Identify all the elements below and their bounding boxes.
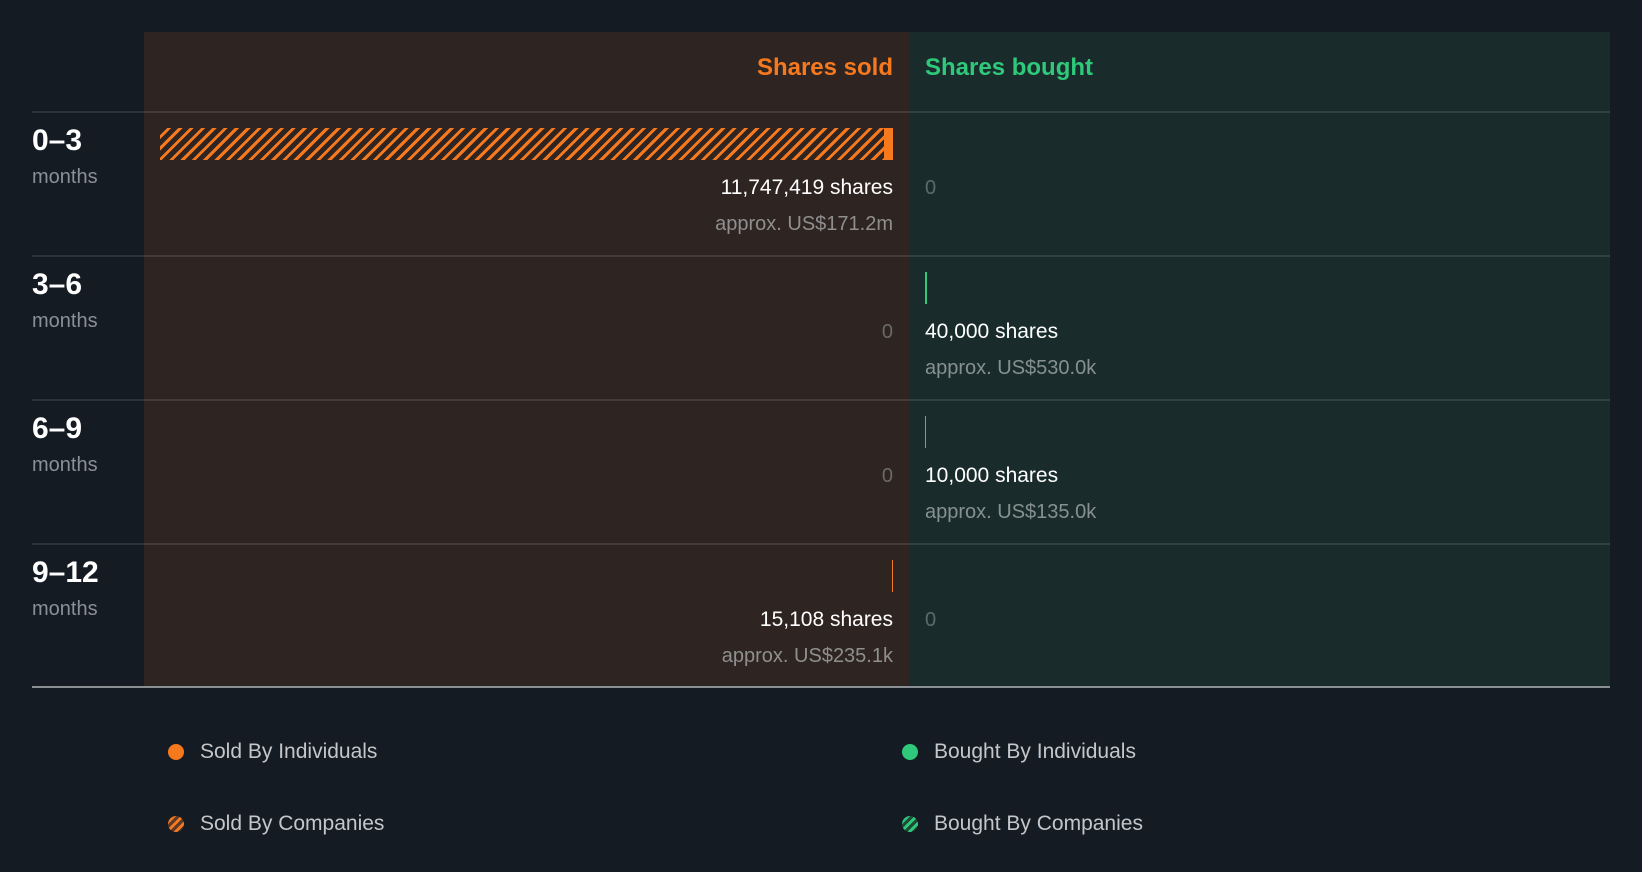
legend-sold-companies[interactable]: Sold By Companies bbox=[168, 812, 384, 836]
range-label: 3–6 bbox=[32, 268, 83, 301]
row-label-0-3: 0–3 months bbox=[32, 124, 98, 189]
shares-count: 10,000 shares bbox=[925, 464, 1059, 487]
row-label-3-6: 3–6 months bbox=[32, 268, 98, 333]
sold-by-companies-bar[interactable] bbox=[160, 128, 884, 160]
bought-cell: 0 bbox=[925, 170, 1642, 206]
divider bbox=[32, 543, 1610, 545]
shares-bought-panel bbox=[909, 32, 1610, 687]
bought-by-individuals-bar[interactable] bbox=[925, 416, 926, 448]
legend-label: Sold By Individuals bbox=[200, 740, 378, 763]
approx-value: approx. US$135.0k bbox=[925, 501, 1097, 523]
legend-bought-companies[interactable]: Bought By Companies bbox=[902, 812, 1143, 836]
bought-by-individuals-bar[interactable] bbox=[925, 272, 927, 304]
shares-count: 40,000 shares bbox=[925, 320, 1059, 343]
zero-value: 0 bbox=[881, 321, 893, 343]
zero-value: 0 bbox=[925, 177, 937, 199]
sold-cell: 0 bbox=[153, 458, 893, 494]
approx-value: approx. US$171.2m bbox=[715, 213, 893, 235]
sold-cell: 15,108 shares approx. US$235.1k bbox=[153, 602, 893, 674]
shares-count: 11,747,419 shares bbox=[720, 176, 893, 199]
bought-cell: 10,000 shares approx. US$135.0k bbox=[925, 458, 1642, 530]
legend-bought-individuals[interactable]: Bought By Individuals bbox=[902, 740, 1136, 764]
range-unit: months bbox=[32, 454, 98, 476]
green-dot-icon bbox=[902, 744, 918, 760]
bought-cell: 40,000 shares approx. US$530.0k bbox=[925, 314, 1642, 386]
row-label-6-9: 6–9 months bbox=[32, 412, 98, 477]
orange-hatched-dot-icon bbox=[168, 816, 184, 832]
legend-label: Bought By Companies bbox=[934, 812, 1143, 835]
shares-sold-header: Shares sold bbox=[756, 54, 893, 81]
range-unit: months bbox=[32, 598, 98, 620]
orange-dot-icon bbox=[168, 744, 184, 760]
shares-bought-header: Shares bought bbox=[925, 54, 1094, 81]
range-label: 6–9 bbox=[32, 412, 83, 445]
legend-label: Sold By Companies bbox=[200, 812, 385, 835]
divider bbox=[32, 399, 1610, 401]
bought-cell: 0 bbox=[925, 602, 1642, 638]
sold-by-individuals-bar[interactable] bbox=[884, 128, 893, 160]
range-unit: months bbox=[32, 310, 98, 332]
divider bbox=[32, 111, 1610, 113]
shares-count: 15,108 shares bbox=[759, 608, 893, 631]
divider bbox=[32, 255, 1610, 257]
range-unit: months bbox=[32, 166, 98, 188]
sold-by-individuals-bar[interactable] bbox=[892, 560, 893, 592]
legend-label: Bought By Individuals bbox=[934, 740, 1136, 763]
zero-value: 0 bbox=[881, 465, 893, 487]
approx-value: approx. US$530.0k bbox=[925, 357, 1097, 379]
range-label: 9–12 bbox=[32, 556, 99, 589]
sold-cell: 0 bbox=[153, 314, 893, 350]
range-label: 0–3 bbox=[32, 124, 83, 157]
green-hatched-dot-icon bbox=[902, 816, 918, 832]
zero-value: 0 bbox=[925, 609, 937, 631]
row-label-9-12: 9–12 months bbox=[32, 556, 99, 621]
sold-cell: 11,747,419 shares approx. US$171.2m bbox=[153, 170, 893, 242]
approx-value: approx. US$235.1k bbox=[721, 645, 893, 667]
legend-sold-individuals[interactable]: Sold By Individuals bbox=[168, 740, 377, 764]
chart-baseline bbox=[32, 686, 1610, 688]
